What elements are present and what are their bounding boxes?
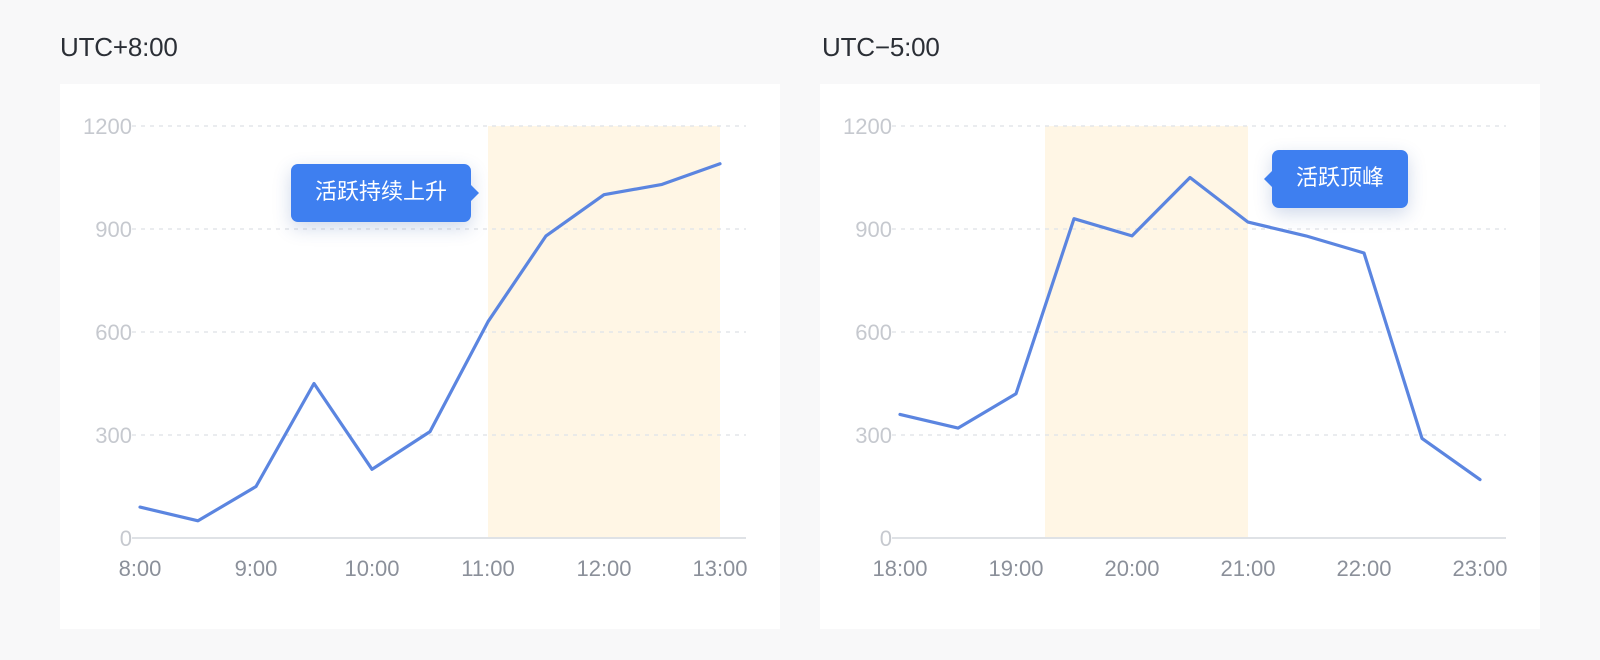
- x-tick-label: 20:00: [1104, 556, 1159, 581]
- y-tick-label: 0: [880, 526, 892, 551]
- x-tick-label: 21:00: [1220, 556, 1275, 581]
- x-tick-label: 23:00: [1452, 556, 1507, 581]
- y-tick-label: 1200: [83, 114, 132, 139]
- annotation-tooltip-peak: 活跃顶峰: [1264, 150, 1409, 208]
- tooltip-label: 活跃持续上升: [315, 180, 448, 205]
- chart-card-utc8: 0 300 600 900 1200 8:00 9:00 10:00 11:00 12:00 13:…: [60, 84, 780, 629]
- line-chart-utc8: 0 300 600 900 1200 8:00 9:00 10:00 11:00 12:00 13:…: [83, 114, 747, 581]
- x-tick-label: 11:00: [461, 556, 514, 581]
- tooltip-arrow: [471, 185, 480, 201]
- x-tick-label: 22:00: [1336, 556, 1391, 581]
- chart-title-utc8: UTC+8:00: [60, 32, 178, 62]
- series-line: [138, 162, 722, 523]
- y-tick-label: 900: [855, 217, 892, 242]
- tooltip-arrow: [1264, 171, 1272, 187]
- x-tick-label: 10:00: [344, 556, 399, 581]
- y-tick-label: 300: [95, 423, 132, 448]
- x-tick-label: 8:00: [119, 556, 162, 581]
- tooltip-label: 活跃顶峰: [1296, 166, 1385, 191]
- y-tick-label: 600: [855, 320, 892, 345]
- chart-title-utc-5: UTC−5:00: [822, 32, 940, 62]
- line-chart-utc-5: 0 300 600 900 1200 18:00 19:00 20:00 21:00 22:00 2…: [843, 114, 1507, 581]
- x-tick-label: 12:00: [576, 556, 631, 581]
- y-tick-label: 900: [95, 217, 132, 242]
- annotation-tooltip-rising: 活跃持续上升: [291, 164, 480, 222]
- x-tick-label: 13:00: [692, 556, 747, 581]
- chart-card-utc-5: 0 300 600 900 1200 18:00 19:00 20:00 21:00 22:00 2…: [820, 84, 1540, 629]
- x-tick-label: 9:00: [235, 556, 278, 581]
- series-line: [898, 175, 1482, 482]
- y-tick-label: 600: [95, 320, 132, 345]
- y-tick-label: 0: [120, 526, 132, 551]
- x-tick-label: 19:00: [988, 556, 1043, 581]
- x-tick-label: 18:00: [872, 556, 927, 581]
- y-tick-label: 300: [855, 423, 892, 448]
- y-tick-label: 1200: [843, 114, 892, 139]
